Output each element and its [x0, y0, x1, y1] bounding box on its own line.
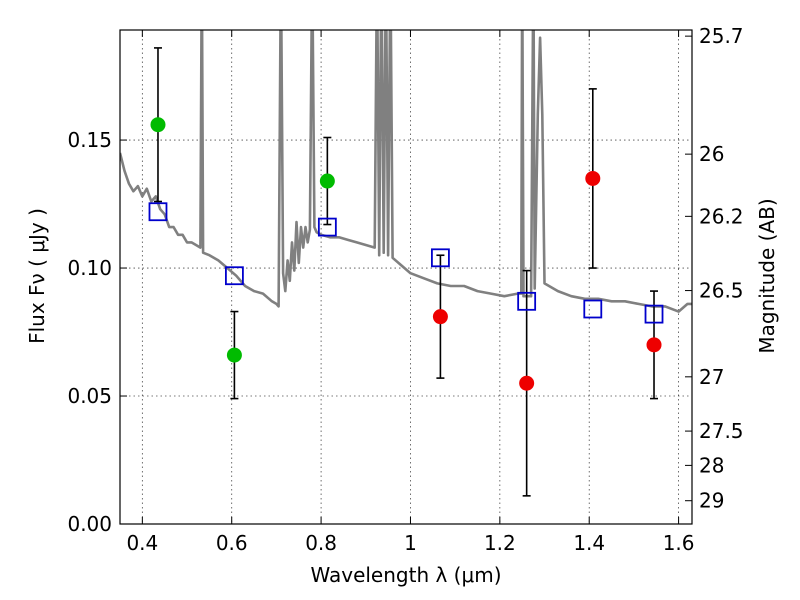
- axis-ticks: 0.4 0.6 0.8 1 1.2 1.4 1.6 0.00 0.05 0.10 0.15 25.7 2…: [67, 24, 743, 555]
- right-tick-label: 28: [699, 453, 724, 477]
- green-data-point: [150, 117, 166, 133]
- x-axis-label: Wavelength λ (μm): [310, 563, 501, 587]
- x-tick-label: 0.8: [305, 531, 337, 555]
- red-data-point: [585, 170, 601, 186]
- x-tick-label: 0.6: [216, 531, 248, 555]
- model-flux-square: [148, 202, 168, 222]
- y-tick-label: 0.05: [67, 384, 112, 408]
- right-tick-label: 29: [699, 489, 724, 513]
- model-flux-square: [644, 304, 664, 324]
- x-tick-label: 1: [404, 531, 417, 555]
- x-tick-label: 1.6: [663, 531, 695, 555]
- right-tick-label: 25.7: [699, 24, 744, 48]
- y-tick-label: 0.00: [67, 512, 112, 536]
- plot-frame: [119, 29, 693, 525]
- plot-area: [120, 30, 692, 497]
- model-flux-square: [224, 266, 244, 286]
- red-data-point: [519, 375, 535, 391]
- y-tick-label: 0.15: [67, 128, 112, 152]
- model-spectrum-line: [120, 30, 692, 313]
- red-data-point: [432, 309, 448, 325]
- right-axis-label: Magnitude (AB): [755, 198, 779, 353]
- right-tick-label: 27: [699, 365, 724, 389]
- grid-lines: [120, 30, 692, 525]
- x-tick-label: 0.4: [126, 531, 158, 555]
- right-tick-label: 26.2: [699, 204, 744, 228]
- green-data-point: [319, 173, 335, 189]
- x-tick-label: 1.2: [484, 531, 516, 555]
- model-flux-square: [431, 248, 450, 268]
- red-data-point: [646, 337, 662, 353]
- right-tick-label: 26: [699, 142, 724, 166]
- y-tick-label: 0.10: [67, 256, 112, 280]
- y-axis-label: Flux Fν ( μJy ): [25, 208, 49, 344]
- model-flux-square: [583, 299, 603, 319]
- model-flux-square: [517, 291, 537, 311]
- model-flux-square: [317, 217, 337, 237]
- right-tick-label: 26.5: [699, 279, 744, 303]
- green-data-point: [226, 347, 242, 363]
- x-tick-label: 1.4: [573, 531, 605, 555]
- right-tick-label: 27.5: [699, 419, 744, 443]
